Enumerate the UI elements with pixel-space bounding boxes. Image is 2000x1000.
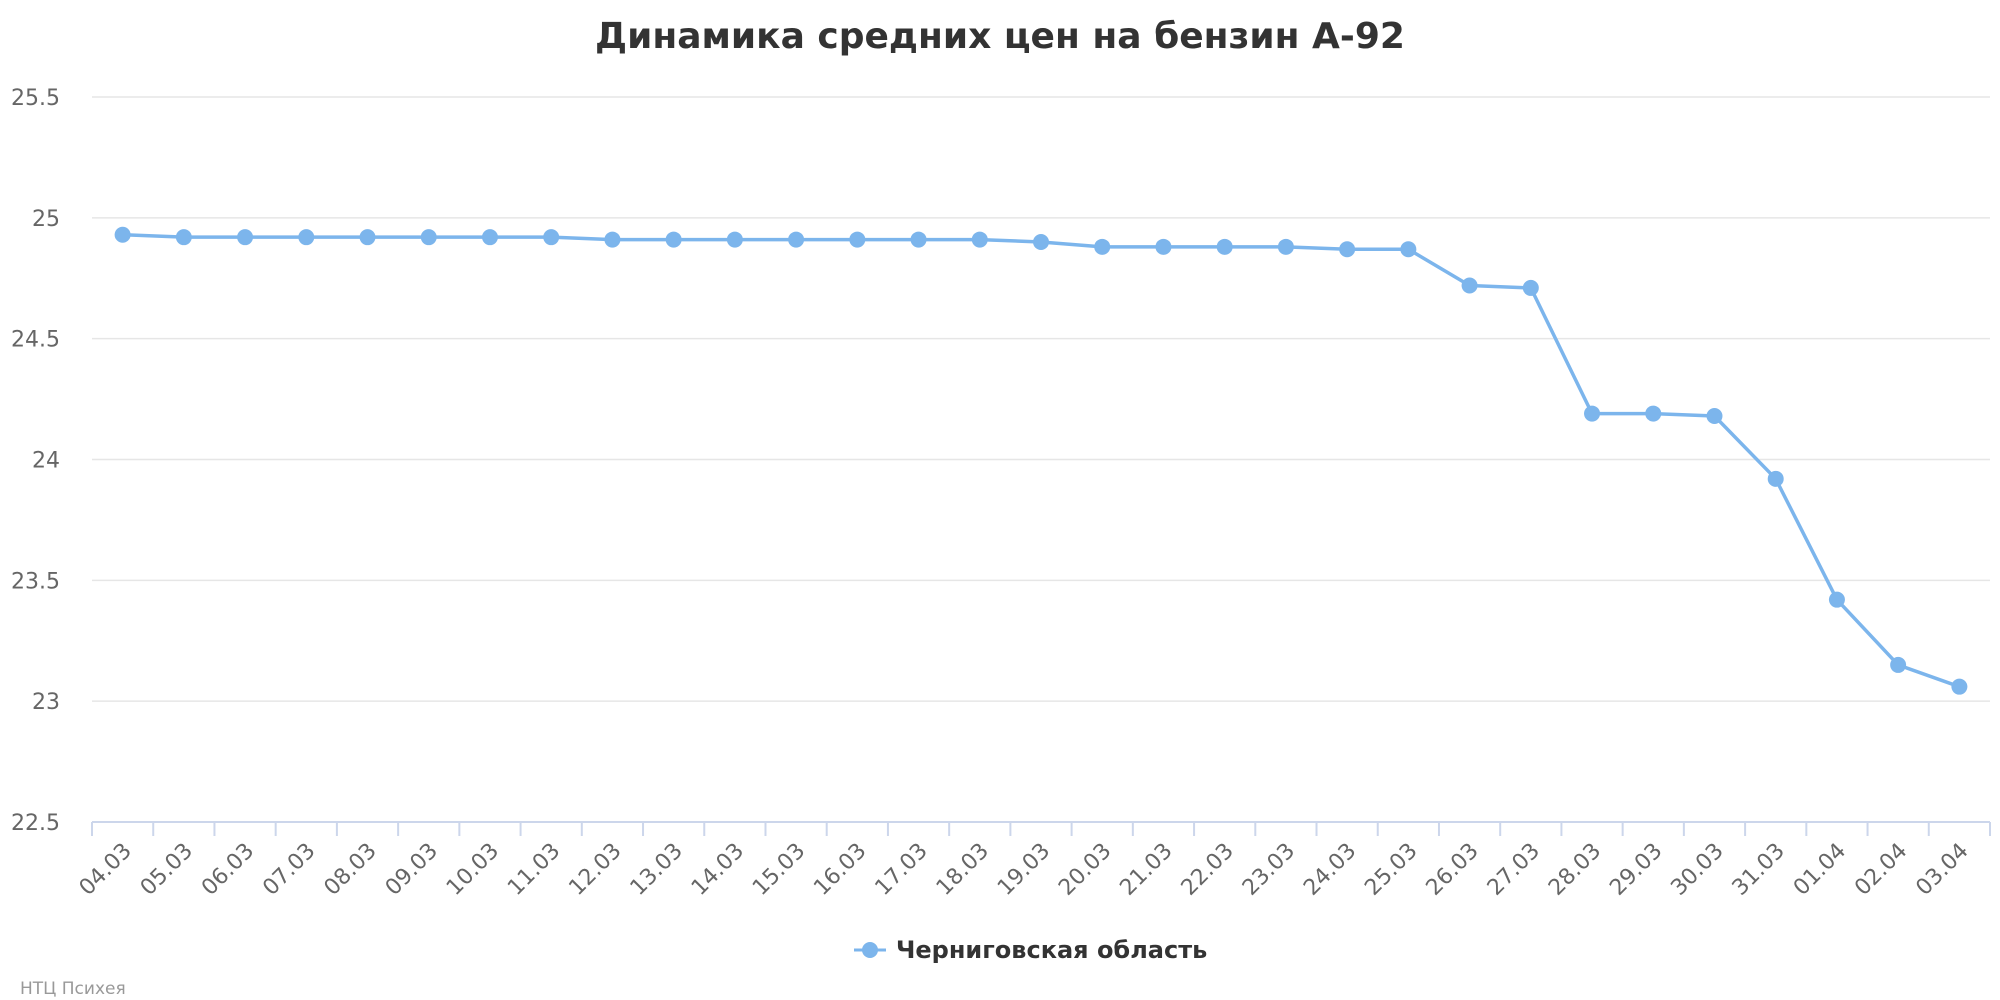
y-tick-label: 25 bbox=[32, 207, 60, 232]
data-point[interactable] bbox=[604, 231, 621, 248]
x-tick-label: 11.03 bbox=[503, 839, 565, 901]
x-tick-label: 21.03 bbox=[1115, 839, 1177, 901]
x-tick-label: 26.03 bbox=[1422, 839, 1484, 901]
data-point[interactable] bbox=[1216, 238, 1233, 255]
data-point[interactable] bbox=[1584, 405, 1601, 422]
data-point[interactable] bbox=[1400, 241, 1417, 258]
data-point[interactable] bbox=[1951, 678, 1968, 695]
data-point[interactable] bbox=[971, 231, 988, 248]
x-tick-label: 08.03 bbox=[320, 839, 382, 901]
x-tick-label: 03.04 bbox=[1911, 839, 1973, 901]
x-tick-label: 30.03 bbox=[1667, 839, 1729, 901]
x-tick-label: 05.03 bbox=[136, 839, 198, 901]
data-point[interactable] bbox=[481, 229, 498, 246]
data-point[interactable] bbox=[1277, 238, 1294, 255]
series-line[interactable] bbox=[120, 233, 1962, 689]
data-point[interactable] bbox=[1645, 405, 1662, 422]
x-tick-label: 20.03 bbox=[1054, 839, 1116, 901]
x-tick-label: 09.03 bbox=[381, 839, 443, 901]
x-tick-label: 14.03 bbox=[687, 839, 749, 901]
data-point[interactable] bbox=[1706, 408, 1723, 424]
x-tick-label: 01.04 bbox=[1789, 839, 1851, 901]
y-tick-label: 23.5 bbox=[11, 569, 60, 594]
data-point[interactable] bbox=[1767, 470, 1784, 487]
x-tick-label: 07.03 bbox=[258, 839, 320, 901]
data-point[interactable] bbox=[1890, 656, 1907, 673]
chart-title: Динамика средних цен на бензин А-92 bbox=[595, 16, 1405, 57]
data-point[interactable] bbox=[298, 229, 315, 246]
data-point[interactable] bbox=[910, 231, 927, 248]
x-tick-label: 13.03 bbox=[626, 839, 688, 901]
y-tick-label: 24 bbox=[32, 449, 60, 474]
x-tick-label: 12.03 bbox=[564, 839, 626, 901]
data-point[interactable] bbox=[1828, 591, 1845, 608]
data-point[interactable] bbox=[359, 229, 376, 246]
x-tick-label: 22.03 bbox=[1177, 839, 1239, 901]
data-point[interactable] bbox=[849, 231, 866, 248]
data-point[interactable] bbox=[1155, 238, 1172, 255]
x-tick-label: 15.03 bbox=[748, 839, 810, 901]
x-tick-label: 16.03 bbox=[809, 839, 871, 901]
data-point[interactable] bbox=[1522, 279, 1539, 296]
data-point[interactable] bbox=[1339, 241, 1356, 258]
x-tick-label: 10.03 bbox=[442, 839, 504, 901]
series-layer bbox=[114, 226, 1968, 695]
x-tick-label: 04.03 bbox=[75, 839, 137, 901]
y-axis: 22.5 23 23.5 24 24.5 25 25.5 bbox=[11, 86, 60, 836]
grid-lines bbox=[92, 96, 1990, 702]
x-tick-label: 28.03 bbox=[1544, 839, 1606, 901]
data-point[interactable] bbox=[420, 229, 437, 246]
data-point[interactable] bbox=[665, 231, 682, 248]
data-point[interactable] bbox=[788, 231, 805, 248]
x-tick-label: 29.03 bbox=[1605, 839, 1667, 901]
y-tick-label: 22.5 bbox=[11, 811, 60, 836]
legend-label[interactable]: Черниговская область bbox=[896, 936, 1207, 964]
y-tick-label: 23 bbox=[32, 690, 60, 715]
data-point[interactable] bbox=[237, 229, 254, 246]
x-tick-label: 17.03 bbox=[871, 839, 933, 901]
y-tick-label: 24.5 bbox=[11, 328, 60, 353]
data-point[interactable] bbox=[543, 229, 560, 246]
data-point[interactable] bbox=[1461, 277, 1478, 294]
x-tick-label: 18.03 bbox=[932, 839, 994, 901]
x-tick-label: 25.03 bbox=[1360, 839, 1422, 901]
x-tick-label: 27.03 bbox=[1483, 839, 1545, 901]
legend-marker bbox=[862, 942, 878, 958]
x-axis: 04.03 05.03 06.03 07.03 08.03 09.03 10.03 11.03… bbox=[75, 821, 1991, 901]
data-point[interactable] bbox=[175, 229, 192, 246]
data-point[interactable] bbox=[726, 231, 743, 248]
x-tick-label: 19.03 bbox=[993, 839, 1055, 901]
credit-text[interactable]: НТЦ Психея bbox=[20, 979, 126, 999]
x-tick-label: 24.03 bbox=[1299, 839, 1361, 901]
x-tick-label: 31.03 bbox=[1728, 839, 1790, 901]
x-tick-label: 02.04 bbox=[1850, 839, 1912, 901]
x-tick-label: 06.03 bbox=[197, 839, 259, 901]
x-tick-label: 23.03 bbox=[1238, 839, 1300, 901]
data-point[interactable] bbox=[1094, 238, 1111, 255]
y-tick-label: 25.5 bbox=[11, 86, 60, 111]
legend[interactable]: Черниговская область bbox=[854, 936, 1207, 964]
data-point[interactable] bbox=[114, 226, 131, 243]
data-point[interactable] bbox=[1033, 234, 1049, 250]
